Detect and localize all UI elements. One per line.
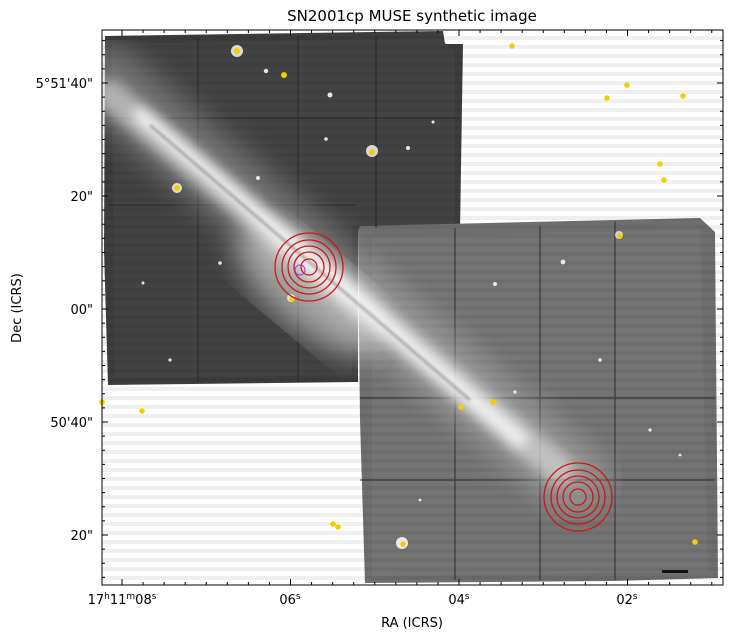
y-tick-label: 20" — [70, 190, 93, 205]
x-tick-label: 06s — [279, 592, 301, 608]
y-tick-label: 50'40" — [50, 416, 93, 431]
catalog-marker — [400, 541, 406, 547]
x-tick-label: 02s — [616, 592, 638, 608]
catalog-marker — [335, 524, 341, 530]
x-tick-label: 04s — [448, 592, 470, 608]
dark-artifact — [662, 570, 688, 573]
image-area — [102, 30, 723, 585]
catalog-marker — [139, 408, 145, 414]
catalog-marker — [369, 149, 375, 155]
catalog-marker — [490, 399, 496, 405]
catalog-marker — [680, 93, 686, 99]
y-axis-label: Dec (ICRS) — [10, 273, 25, 343]
catalog-marker — [624, 82, 630, 88]
x-axis-label: RA (ICRS) — [381, 616, 443, 631]
catalog-marker — [657, 161, 663, 167]
y-tick-label: 00" — [70, 303, 93, 318]
catalog-marker — [604, 95, 610, 101]
catalog-marker — [509, 43, 515, 49]
x-tick-labels: 17h11m08s 06s 04s 02s — [88, 592, 638, 608]
axes-frame — [101, 29, 724, 586]
small-region-circle — [294, 264, 306, 276]
region-circles-lower — [543, 462, 613, 532]
field-stars — [141, 68, 682, 502]
catalog-marker — [174, 185, 180, 191]
plot-title: SN2001cp MUSE synthetic image — [287, 7, 537, 25]
catalog-marker — [692, 539, 698, 545]
catalog-marker — [617, 233, 623, 239]
catalog-marker — [661, 177, 667, 183]
y-tick-label: 5°51'40" — [36, 77, 93, 92]
y-tick-labels: 5°51'40" 20" 00" 50'40" 20" — [36, 77, 93, 544]
catalog-marker — [234, 48, 240, 54]
catalog-marker — [281, 72, 287, 78]
x-tick-label: 17h11m08s — [88, 592, 157, 608]
y-tick-label: 20" — [70, 529, 93, 544]
region-circles-upper — [274, 232, 344, 302]
ticks — [102, 30, 723, 585]
catalog-marker — [330, 521, 336, 527]
catalog-markers — [99, 43, 698, 547]
catalog-marker — [458, 404, 464, 410]
